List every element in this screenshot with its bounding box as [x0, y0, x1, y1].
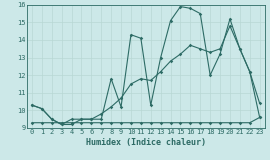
X-axis label: Humidex (Indice chaleur): Humidex (Indice chaleur) — [86, 138, 206, 147]
